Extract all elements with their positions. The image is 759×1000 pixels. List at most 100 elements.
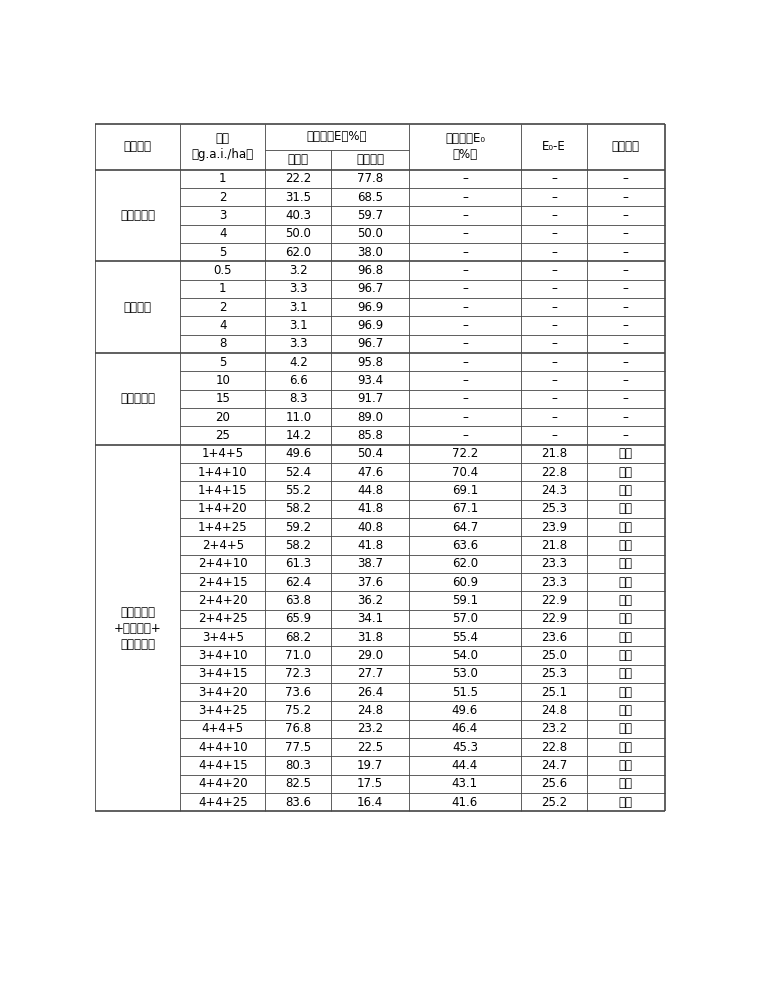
Text: –: – — [623, 374, 628, 387]
Text: 氰氟草酯: 氰氟草酯 — [124, 301, 152, 314]
Text: –: – — [551, 374, 557, 387]
Text: –: – — [551, 264, 557, 277]
Text: –: – — [623, 392, 628, 405]
Text: 23.2: 23.2 — [541, 722, 567, 735]
Text: 44.4: 44.4 — [452, 759, 478, 772]
Text: 增效: 增效 — [619, 612, 633, 625]
Text: 3+4+20: 3+4+20 — [198, 686, 247, 699]
Text: 82.5: 82.5 — [285, 777, 311, 790]
Text: 增效: 增效 — [619, 649, 633, 662]
Text: 45.3: 45.3 — [452, 741, 478, 754]
Text: 氯吡嘧磺隆: 氯吡嘧磺隆 — [120, 209, 155, 222]
Text: 增效: 增效 — [619, 796, 633, 809]
Text: –: – — [462, 374, 468, 387]
Text: 96.7: 96.7 — [357, 337, 383, 350]
Text: 85.8: 85.8 — [357, 429, 383, 442]
Text: –: – — [623, 411, 628, 424]
Text: 1+4+15: 1+4+15 — [198, 484, 247, 497]
Text: 增效: 增效 — [619, 667, 633, 680]
Text: 增效: 增效 — [619, 741, 633, 754]
Text: 8.3: 8.3 — [289, 392, 307, 405]
Text: 59.2: 59.2 — [285, 521, 311, 534]
Text: 增效: 增效 — [619, 466, 633, 479]
Text: 0.5: 0.5 — [213, 264, 232, 277]
Text: –: – — [462, 356, 468, 369]
Text: 25.0: 25.0 — [541, 649, 567, 662]
Text: 95.8: 95.8 — [357, 356, 383, 369]
Text: 52.4: 52.4 — [285, 466, 311, 479]
Text: 25.3: 25.3 — [541, 502, 567, 515]
Text: 49.6: 49.6 — [285, 447, 311, 460]
Text: 51.5: 51.5 — [452, 686, 478, 699]
Text: –: – — [551, 392, 557, 405]
Text: –: – — [551, 337, 557, 350]
Text: –: – — [551, 282, 557, 295]
Text: 41.8: 41.8 — [357, 539, 383, 552]
Text: 1+4+5: 1+4+5 — [202, 447, 244, 460]
Text: E₀-E: E₀-E — [542, 140, 566, 153]
Text: 63.6: 63.6 — [452, 539, 478, 552]
Text: 70.4: 70.4 — [452, 466, 478, 479]
Text: 26.4: 26.4 — [357, 686, 383, 699]
Text: 3.1: 3.1 — [289, 301, 307, 314]
Text: 23.6: 23.6 — [541, 631, 567, 644]
Text: –: – — [462, 227, 468, 240]
Text: 氯吡嘧磺隆
+氰氟草酯+
噁唑酰草胺: 氯吡嘧磺隆 +氰氟草酯+ 噁唑酰草胺 — [114, 606, 162, 651]
Text: 增效: 增效 — [619, 759, 633, 772]
Text: 1+4+10: 1+4+10 — [198, 466, 247, 479]
Text: 40.3: 40.3 — [285, 209, 311, 222]
Text: 17.5: 17.5 — [357, 777, 383, 790]
Text: 24.8: 24.8 — [541, 704, 567, 717]
Text: 15: 15 — [216, 392, 230, 405]
Text: 2+4+25: 2+4+25 — [198, 612, 247, 625]
Text: 药剂名称: 药剂名称 — [124, 140, 152, 153]
Text: 抑制率: 抑制率 — [288, 153, 309, 166]
Text: 3.1: 3.1 — [289, 319, 307, 332]
Text: –: – — [462, 264, 468, 277]
Text: 2: 2 — [219, 191, 226, 204]
Text: 增效: 增效 — [619, 447, 633, 460]
Text: 3+4+5: 3+4+5 — [202, 631, 244, 644]
Text: 19.7: 19.7 — [357, 759, 383, 772]
Text: 3: 3 — [219, 209, 226, 222]
Text: 2+4+15: 2+4+15 — [198, 576, 247, 589]
Text: –: – — [462, 301, 468, 314]
Text: 23.9: 23.9 — [541, 521, 567, 534]
Text: 22.9: 22.9 — [541, 594, 567, 607]
Text: –: – — [462, 319, 468, 332]
Text: 50.0: 50.0 — [357, 227, 383, 240]
Text: 联合作用: 联合作用 — [612, 140, 640, 153]
Text: 6.6: 6.6 — [289, 374, 307, 387]
Text: 2+4+5: 2+4+5 — [202, 539, 244, 552]
Text: 40.8: 40.8 — [357, 521, 383, 534]
Text: 83.6: 83.6 — [285, 796, 311, 809]
Text: –: – — [623, 282, 628, 295]
Text: 16.4: 16.4 — [357, 796, 383, 809]
Text: –: – — [623, 209, 628, 222]
Text: 3+4+10: 3+4+10 — [198, 649, 247, 662]
Text: 22.8: 22.8 — [541, 741, 567, 754]
Text: 1: 1 — [219, 282, 226, 295]
Text: 29.0: 29.0 — [357, 649, 383, 662]
Text: 50.4: 50.4 — [357, 447, 383, 460]
Text: 2: 2 — [219, 301, 226, 314]
Text: 4+4+20: 4+4+20 — [198, 777, 247, 790]
Text: –: – — [623, 301, 628, 314]
Text: 3+4+25: 3+4+25 — [198, 704, 247, 717]
Text: –: – — [551, 429, 557, 442]
Text: 21.8: 21.8 — [541, 447, 567, 460]
Text: 理论防效E₀
（%）: 理论防效E₀ （%） — [445, 132, 485, 161]
Text: –: – — [623, 246, 628, 259]
Text: 4: 4 — [219, 319, 226, 332]
Text: 91.7: 91.7 — [357, 392, 383, 405]
Text: 65.9: 65.9 — [285, 612, 311, 625]
Text: 增效: 增效 — [619, 576, 633, 589]
Text: –: – — [623, 429, 628, 442]
Text: 增效: 增效 — [619, 777, 633, 790]
Text: –: – — [462, 411, 468, 424]
Text: 21.8: 21.8 — [541, 539, 567, 552]
Text: 59.7: 59.7 — [357, 209, 383, 222]
Text: 96.8: 96.8 — [357, 264, 383, 277]
Text: 4.2: 4.2 — [289, 356, 307, 369]
Text: 23.3: 23.3 — [541, 576, 567, 589]
